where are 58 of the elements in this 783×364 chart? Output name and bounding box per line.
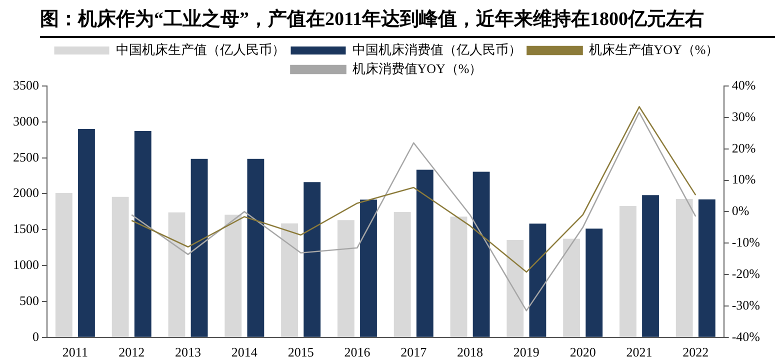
bar xyxy=(394,212,411,337)
bar xyxy=(304,182,321,337)
x-tick-label: 2013 xyxy=(175,344,202,360)
bar xyxy=(360,200,377,337)
x-tick-label: 2021 xyxy=(626,344,652,360)
y-tick-label: 2000 xyxy=(13,185,39,200)
bar xyxy=(190,158,208,337)
bar xyxy=(642,195,659,337)
bar xyxy=(134,130,152,337)
y-tick-label: 1500 xyxy=(13,221,39,236)
bar xyxy=(112,196,129,337)
bar xyxy=(168,212,186,337)
legend-label: 中国机床消费值（亿人民币） xyxy=(352,42,522,57)
bar xyxy=(247,158,264,337)
y-tick-label: 3500 xyxy=(13,77,39,92)
x-tick-label: 2018 xyxy=(457,344,484,360)
chart-title: 图：机床作为“工业之母”，产值在2011年达到峰值，近年来维持在1800亿元左右 xyxy=(40,6,775,38)
bar xyxy=(529,224,546,337)
bar xyxy=(563,238,580,337)
x-tick-label: 2017 xyxy=(400,344,428,360)
x-tick-label: 2019 xyxy=(513,344,540,360)
y-tick-label: 500 xyxy=(20,292,39,308)
y2-tick-label: 10% xyxy=(732,172,756,187)
bar xyxy=(506,240,524,337)
legend-label: 机床消费值YOY（%） xyxy=(352,60,482,76)
bar xyxy=(224,214,242,337)
legend-label: 中国机床生产值（亿人民币） xyxy=(116,42,285,57)
y2-tick-label: -40% xyxy=(732,328,760,344)
x-tick-label: 2011 xyxy=(62,344,88,360)
x-tick-label: 2015 xyxy=(288,344,314,360)
y-tick-label: 2500 xyxy=(13,149,39,164)
y2-tick-label: -10% xyxy=(732,234,760,250)
x-tick-label: 2012 xyxy=(118,344,145,360)
bar xyxy=(281,223,298,337)
y2-tick-label: 40% xyxy=(732,77,756,92)
y2-tick-label: -20% xyxy=(732,266,760,281)
y-tick-label: 0 xyxy=(32,328,39,344)
legend-label: 机床生产值YOY（%） xyxy=(588,42,719,57)
bar xyxy=(337,220,354,337)
y2-tick-label: -30% xyxy=(732,297,760,312)
x-tick-label: 2016 xyxy=(344,344,371,360)
y2-tick-label: 30% xyxy=(732,108,756,124)
bar xyxy=(55,193,72,337)
bar xyxy=(619,206,636,337)
bar xyxy=(416,170,434,337)
bar xyxy=(698,199,716,337)
bar xyxy=(472,172,490,337)
y2-tick-label: 20% xyxy=(732,140,756,156)
bar xyxy=(450,216,468,337)
bar xyxy=(586,228,603,337)
x-tick-label: 2014 xyxy=(231,344,258,360)
bar xyxy=(676,199,693,337)
y2-tick-label: 0% xyxy=(732,203,750,218)
x-tick-label: 2020 xyxy=(570,344,596,360)
bar xyxy=(78,129,95,337)
y-tick-label: 1000 xyxy=(13,256,39,272)
x-tick-label: 2022 xyxy=(682,344,709,360)
y-tick-label: 3000 xyxy=(13,113,39,128)
